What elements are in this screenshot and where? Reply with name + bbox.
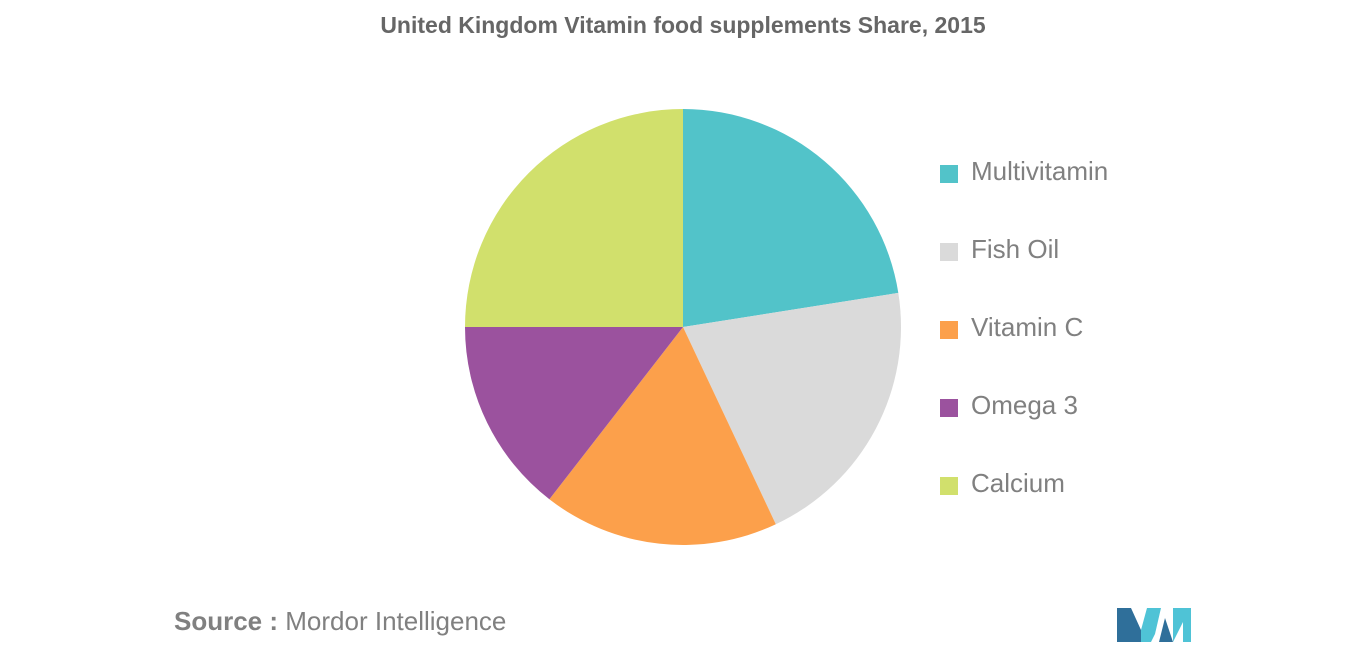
legend-swatch <box>940 243 958 261</box>
legend-swatch <box>940 399 958 417</box>
legend-label: Omega 3 <box>971 390 1078 420</box>
pie-slice-vitamin-c <box>549 327 776 545</box>
legend-swatch <box>940 321 958 339</box>
pie-slice-multivitamin <box>683 109 899 327</box>
pie-slice-calcium <box>465 109 683 327</box>
legend-swatch <box>940 477 958 495</box>
legend-swatch <box>940 165 958 183</box>
source-note: Source : Mordor Intelligence <box>174 606 506 637</box>
legend-label: Multivitamin <box>971 156 1109 186</box>
legend-label: Calcium <box>971 468 1065 498</box>
mordor-intelligence-logo-icon <box>1117 608 1191 642</box>
pie-slice-fish-oil <box>683 292 901 525</box>
source-text: Mordor Intelligence <box>285 606 507 636</box>
pie-slice-omega-3 <box>465 327 683 500</box>
legend-label: Vitamin C <box>971 312 1084 342</box>
legend-label: Fish Oil <box>971 234 1060 264</box>
source-label: Source : <box>174 606 279 636</box>
chart-title: United Kingdom Vitamin food supplements … <box>380 12 986 38</box>
